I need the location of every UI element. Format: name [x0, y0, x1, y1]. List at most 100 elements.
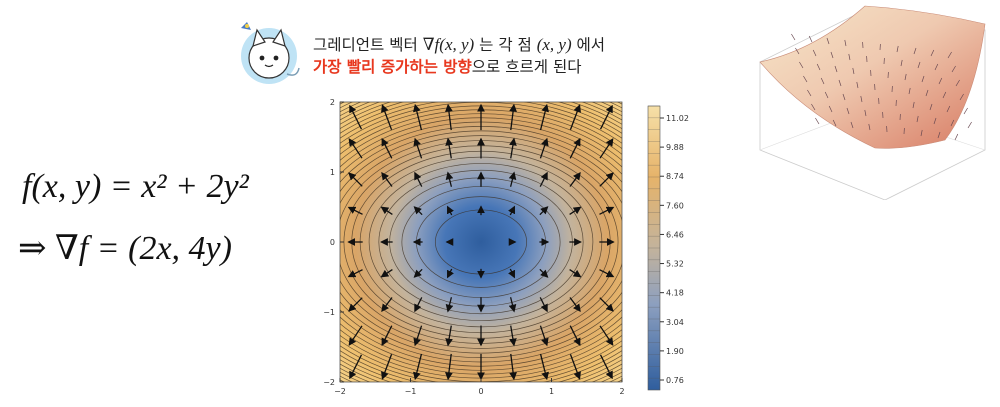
gradient-arrow	[348, 297, 363, 312]
gradient-arrow	[445, 325, 453, 347]
caption-line2-post: 으로 흐르게 된다	[471, 58, 582, 76]
colorbar-tick-label: 8.74	[666, 172, 684, 181]
gradient-arrow	[413, 353, 423, 381]
surface-arrow	[838, 79, 842, 87]
surface-arrow	[848, 53, 851, 61]
surface-mesh	[759, 5, 986, 149]
surface-arrow	[816, 63, 821, 71]
gradient-arrow	[381, 325, 393, 347]
gradient-arrow	[539, 103, 549, 131]
surface-arrow	[795, 47, 800, 55]
gradient-arrow	[413, 137, 423, 159]
gradient-arrow	[413, 268, 423, 278]
caption-text: 그레디언트 벡터 ∇f(x, y) 는 각 점 (x, y) 에서 가장 빨리 …	[313, 34, 713, 78]
surface-arrow	[811, 103, 816, 111]
gradient-arrow	[569, 137, 581, 159]
surface-arrow	[937, 131, 941, 139]
contour-line	[378, 169, 584, 315]
surface-arrow	[908, 87, 911, 95]
gradient-arrow	[509, 325, 517, 347]
gradient-arrow	[539, 268, 549, 278]
gradient-arrow	[509, 353, 517, 381]
gradient-arrow	[539, 353, 549, 381]
gradient-arrow	[539, 206, 549, 216]
gradient-arrow	[569, 325, 581, 347]
surface-arrow	[803, 75, 808, 83]
gradient-arrow	[414, 297, 423, 313]
surface-arrow	[916, 115, 919, 123]
contour-line	[368, 163, 594, 321]
surface-arrow	[955, 79, 960, 87]
surface-arrow	[912, 101, 915, 109]
surface-arrow	[917, 61, 921, 69]
contour-line	[340, 130, 622, 354]
colorbar-tick-label: 7.60	[666, 201, 684, 210]
colorbar-tick-label: 3.04	[666, 318, 684, 327]
surface-arrow	[815, 117, 820, 125]
gradient-arrow	[508, 171, 517, 187]
surface-arrow	[959, 93, 964, 101]
contour-gradient-plot: −2 −1 0 1 2 2 1 0 −1 −2	[323, 98, 624, 396]
gradient-arrow	[413, 325, 423, 347]
surface-arrow	[791, 33, 796, 41]
gradient-arrow	[569, 104, 581, 130]
surface-arrow	[856, 81, 859, 89]
surface-arrow	[938, 77, 943, 85]
surface-arrow	[929, 103, 933, 111]
gradient-arrow	[445, 103, 453, 131]
gradient-arrow	[414, 171, 423, 187]
surface-arrow	[828, 105, 833, 113]
surface-arrow	[860, 95, 863, 103]
surface-arrow	[868, 123, 871, 131]
gradient-arrow	[539, 171, 548, 187]
gradient-arrow	[599, 269, 615, 278]
surface-arrow	[951, 65, 956, 73]
surface-arrow	[933, 117, 937, 125]
surface-arrow	[830, 51, 834, 59]
gradient-arrow	[509, 103, 517, 131]
gradient-arrow	[507, 268, 515, 279]
gradient-arrow	[381, 297, 393, 312]
colorbar-legend: 11.02 9.88 8.74 7.60 6.46 5.32 4.18 3.04 1.90 0.7…	[647, 105, 689, 391]
gradient-arrow	[348, 138, 363, 159]
gradient-arrow	[569, 268, 582, 278]
gradient-arrow	[381, 172, 393, 187]
gradient-arrow	[599, 172, 614, 187]
gradient-arrow	[539, 325, 549, 347]
surface-arrow	[864, 109, 867, 117]
surface-arrow	[799, 61, 804, 69]
surface-arrow	[934, 63, 939, 71]
surface-arrow	[900, 59, 903, 67]
surface-arrow	[942, 91, 947, 99]
surface-arrow	[812, 49, 817, 57]
gradient-arrow	[599, 354, 613, 380]
surface-arrow	[834, 65, 838, 73]
gradient-arrow	[380, 268, 393, 278]
surface-arrow	[807, 89, 812, 97]
y-tick-label: 1	[330, 168, 335, 177]
gradient-arrow	[380, 206, 393, 216]
gradient-arrow	[349, 104, 363, 130]
surface-arrow	[904, 73, 907, 81]
y-tick-label: −1	[323, 308, 335, 317]
surface-arrow	[850, 121, 854, 129]
colorbar-tick-label: 11.02	[666, 114, 689, 123]
caption-line1-pre: 그레디언트 벡터	[313, 36, 423, 54]
gradient-arrow	[348, 325, 363, 346]
gradient-formula: ⇒ ∇f = (2x, 4y)	[18, 230, 232, 267]
surface-arrow	[846, 107, 850, 115]
surface-arrow	[921, 75, 925, 83]
surface-arrow	[842, 93, 846, 101]
gradient-arrow	[569, 297, 581, 312]
surface-arrow	[925, 89, 929, 97]
caption-line-2: 가장 빨리 증가하는 방향으로 흐르게 된다	[313, 56, 713, 78]
colorbar-tick-label: 5.32	[666, 260, 684, 269]
contour-line	[340, 135, 622, 349]
gradient-arrow	[445, 171, 454, 187]
mascot-icon	[233, 18, 305, 90]
surface-arrow	[946, 105, 951, 113]
gradient-arrow	[348, 172, 363, 187]
function-formula: f(x, y) = x² + 2y²	[22, 168, 249, 205]
surface-arrow	[826, 37, 830, 45]
colorbar-tick-label: 9.88	[666, 143, 684, 152]
